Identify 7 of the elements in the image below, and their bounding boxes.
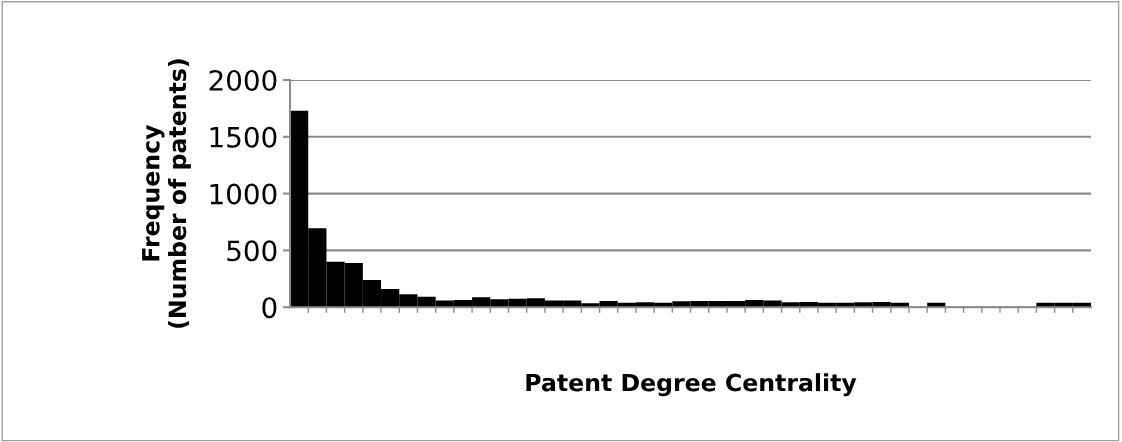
y-tick-label: 500 xyxy=(227,240,277,262)
y-tick-label: 1500 xyxy=(210,126,277,148)
y-axis-title: Frequency (Number of patents) xyxy=(142,59,191,328)
y-tick-label: 0 xyxy=(262,297,277,319)
y-tick-label: 2000 xyxy=(209,69,277,91)
x-axis-title: Patent Degree Centrality xyxy=(526,373,857,397)
y-tick-label: 1000 xyxy=(210,183,277,205)
